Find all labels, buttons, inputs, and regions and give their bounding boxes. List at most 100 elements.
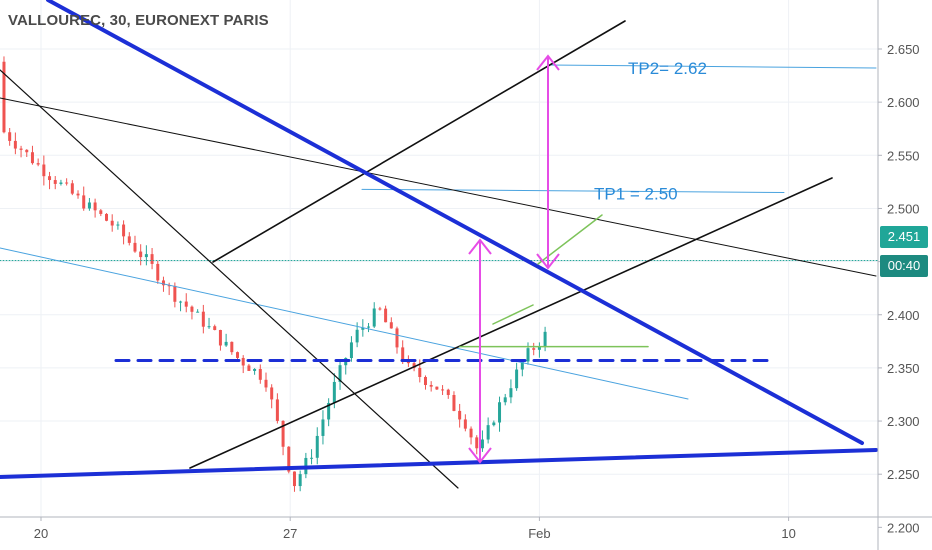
tp1-label: TP1 = 2.50 <box>594 184 678 203</box>
candle-body <box>452 394 456 411</box>
blue-descending-trendline <box>46 0 864 445</box>
candle-body <box>270 387 274 400</box>
black-channel-upper <box>212 20 626 263</box>
candle-body <box>201 311 205 327</box>
tp1-level-line <box>361 188 785 194</box>
price-tick-label: 2.300 <box>887 414 920 429</box>
candle-body <box>241 357 245 366</box>
black-channel-lower <box>189 177 833 469</box>
candle-body <box>76 193 80 196</box>
candle-body <box>133 242 137 252</box>
candle-body <box>509 388 513 398</box>
price-tick-label: 2.350 <box>887 361 920 376</box>
price-tick-label: 2.500 <box>887 201 920 216</box>
time-tick-label: 20 <box>34 526 48 541</box>
candle-body <box>412 363 416 368</box>
candle-body <box>429 385 433 387</box>
candle-body <box>105 213 109 221</box>
price-tick-label: 2.600 <box>887 95 920 110</box>
candle-body <box>144 254 148 258</box>
candle-body <box>110 220 114 226</box>
candle-body <box>30 152 34 164</box>
time-tick-label: 10 <box>781 526 795 541</box>
candle-body <box>423 376 427 386</box>
candle-body <box>361 327 365 330</box>
candlestick-series <box>2 56 547 492</box>
candle-body <box>435 386 439 390</box>
candle-body <box>526 348 530 362</box>
candle-body <box>298 474 302 487</box>
measured-move-arrow-right <box>536 54 560 270</box>
price-tick-label: 2.650 <box>887 42 920 57</box>
candle-body <box>116 224 120 226</box>
trendline-drawings[interactable] <box>0 0 879 489</box>
candle-body <box>25 149 29 153</box>
candle-body <box>99 210 103 214</box>
candle-body <box>139 251 143 258</box>
candle-body <box>355 329 359 343</box>
candle-body <box>156 263 160 281</box>
black-downtrend-line <box>0 69 459 489</box>
thin-blue-trendline <box>0 247 689 400</box>
candle-body <box>42 164 46 177</box>
candle-body <box>8 132 12 141</box>
candle-body <box>287 446 291 472</box>
candle-body <box>184 301 188 307</box>
candle-body <box>59 182 63 184</box>
candle-body <box>36 163 40 165</box>
candle-body <box>82 195 86 209</box>
candle-body <box>406 361 410 364</box>
candle-body <box>498 402 502 423</box>
candle-body <box>418 367 422 377</box>
arrow-head-bottom <box>536 253 560 270</box>
candle-body <box>190 306 194 312</box>
candle-body <box>87 202 91 209</box>
candle-body <box>310 457 314 459</box>
candle-body <box>48 176 52 181</box>
price-tick-label: 2.250 <box>887 467 920 482</box>
candle-body <box>475 437 479 449</box>
last-price-tag: 2.451 <box>880 226 928 248</box>
candle-body <box>122 224 126 237</box>
candle-body <box>247 365 251 371</box>
candle-body <box>384 308 388 323</box>
tp2-label: TP2= 2.62 <box>628 59 707 78</box>
candle-body <box>253 368 257 371</box>
candle-body <box>236 352 240 358</box>
candle-body <box>213 326 217 330</box>
candle-body <box>218 329 222 346</box>
candle-body <box>167 285 171 287</box>
candle-body <box>292 471 296 487</box>
candle-body <box>2 61 6 133</box>
time-tick-label: Feb <box>528 526 550 541</box>
candle-body <box>520 361 524 370</box>
candle-body <box>224 341 228 346</box>
measured-move-arrow-left <box>468 238 492 464</box>
price-tick-label: 2.550 <box>887 148 920 163</box>
time-axis-panel <box>0 517 932 550</box>
candle-body <box>515 369 519 389</box>
candle-body <box>441 389 445 391</box>
candle-body <box>446 389 450 395</box>
arrow-head-top <box>468 238 492 255</box>
tp2-level-line <box>547 64 877 69</box>
arrow-head-top <box>536 54 560 71</box>
candle-body <box>207 326 211 328</box>
candle-body <box>338 365 342 382</box>
time-tick-label: 27 <box>283 526 297 541</box>
candle-body <box>389 322 393 329</box>
chart-grid <box>0 0 878 528</box>
candle-body <box>463 419 467 429</box>
candle-body <box>275 399 279 421</box>
candle-body <box>196 311 200 313</box>
candle-body <box>281 420 285 447</box>
candle-body <box>161 280 165 286</box>
candle-body <box>327 402 331 420</box>
candle-body <box>532 348 536 350</box>
candle-body <box>127 236 131 243</box>
target-annotations: TP1 = 2.50 TP2= 2.62 <box>594 59 707 204</box>
price-tick-label: 2.400 <box>887 308 920 323</box>
